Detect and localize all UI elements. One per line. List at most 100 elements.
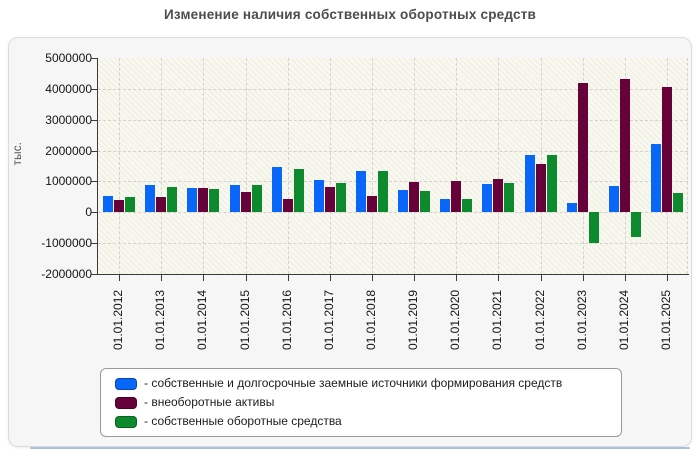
bar: [293, 169, 304, 213]
x-axis-tick: [582, 275, 584, 281]
x-axis-tick-label: 01.01.2021: [490, 289, 505, 350]
x-axis-tick: [456, 275, 458, 281]
x-axis-tick: [161, 275, 163, 281]
h-gridline: [98, 181, 688, 183]
bar: [619, 78, 630, 213]
v-gridline: [371, 58, 373, 274]
x-axis-tick-label: 01.01.2012: [111, 289, 126, 350]
x-axis-tick: [624, 275, 626, 281]
bar: [335, 182, 346, 213]
v-gridline: [287, 58, 289, 274]
bar: [209, 188, 220, 213]
y-axis-tick-label: -1000000: [41, 236, 92, 251]
bar: [103, 195, 114, 213]
x-axis-tick-label: 01.01.2014: [195, 289, 210, 350]
bar: [271, 166, 282, 213]
legend-item-own-working-capital: - собственные оборотные средства: [101, 412, 621, 431]
bar: [167, 186, 178, 213]
bar: [504, 182, 515, 213]
bar: [282, 199, 293, 213]
x-axis-tick-label: 01.01.2015: [237, 289, 252, 350]
plot-area-background: [98, 58, 688, 274]
bar: [420, 190, 431, 213]
bar: [566, 203, 577, 213]
bar: [546, 154, 557, 213]
v-gridline: [456, 58, 458, 274]
bar: [451, 181, 462, 213]
y-axis-tick: [91, 119, 97, 121]
bar: [608, 186, 619, 213]
h-gridline: [98, 150, 688, 152]
legend-label-noncurrent-assets: - внеоборотные активы: [144, 395, 275, 409]
y-axis-tick: [91, 181, 97, 183]
bar: [324, 187, 335, 213]
bottom-edge-highlight: [30, 447, 690, 449]
bar: [650, 144, 661, 213]
legend-swatch-green: [115, 415, 137, 428]
bar: [493, 178, 504, 213]
bar: [355, 170, 366, 213]
chart-title: Изменение наличия собственных оборотных …: [163, 7, 537, 22]
bar: [198, 187, 209, 213]
y-axis-tick: [91, 212, 97, 214]
x-axis-tick: [540, 275, 542, 281]
x-axis-tick: [666, 275, 668, 281]
x-axis-line: [97, 274, 689, 275]
h-gridline: [98, 119, 688, 121]
v-gridline-right: [687, 58, 688, 274]
x-axis-tick-label: 01.01.2024: [616, 289, 631, 350]
legend-swatch-blue: [115, 377, 137, 390]
legend-swatch-maroon: [115, 396, 137, 409]
bar: [366, 195, 377, 213]
y-axis-tick: [91, 274, 97, 275]
bar: [462, 198, 473, 213]
x-axis-tick: [287, 275, 289, 281]
y-axis-tick-label: 2000000: [45, 143, 92, 158]
x-axis-tick-label: 01.01.2022: [532, 289, 547, 350]
bar: [398, 189, 409, 213]
y-axis-tick: [91, 243, 97, 245]
x-axis-tick-label: 01.01.2020: [448, 289, 463, 350]
y-axis-title: тыс.: [10, 142, 24, 166]
x-axis-tick: [119, 275, 121, 281]
y-axis-tick-label: 0: [85, 205, 92, 220]
x-axis-tick: [245, 275, 247, 281]
bar: [535, 164, 546, 213]
x-axis-tick: [414, 275, 416, 281]
bar: [482, 183, 493, 213]
y-axis-tick-label: -2000000: [41, 267, 92, 281]
bar: [672, 193, 683, 213]
x-axis-tick-label: 01.01.2016: [279, 289, 294, 350]
h-gridline: [98, 212, 688, 214]
y-axis-tick-label: 4000000: [45, 81, 92, 96]
bar: [125, 197, 136, 213]
y-axis-tick-label: 3000000: [45, 112, 92, 127]
h-gridline: [98, 88, 688, 90]
v-gridline: [203, 58, 205, 274]
x-axis-tick-label: 01.01.2023: [574, 289, 589, 350]
legend-item-noncurrent-assets: - внеоборотные активы: [101, 393, 621, 412]
h-gridline: [98, 243, 688, 245]
y-axis-tick: [91, 150, 97, 152]
v-gridline: [245, 58, 247, 274]
bar: [145, 185, 156, 213]
x-axis-tick: [329, 275, 331, 281]
bar: [588, 212, 599, 244]
bar: [661, 87, 672, 213]
bar: [187, 188, 198, 213]
y-axis-tick-label: 1000000: [45, 174, 92, 189]
legend-item-sources: - собственные и долгосрочные заемные ист…: [101, 374, 621, 393]
bar: [377, 171, 388, 213]
x-axis-tick-label: 01.01.2017: [321, 289, 336, 350]
x-axis-tick-label: 01.01.2013: [153, 289, 168, 350]
bar: [251, 184, 262, 213]
v-gridline: [329, 58, 331, 274]
x-axis-tick-label: 01.01.2018: [363, 289, 378, 350]
legend-label-own-working-capital: - собственные оборотные средства: [144, 414, 342, 428]
bar: [409, 182, 420, 213]
bar: [440, 198, 451, 213]
bar: [577, 83, 588, 213]
x-axis-tick: [498, 275, 500, 281]
bar: [229, 184, 240, 213]
y-axis-tick: [91, 58, 97, 59]
